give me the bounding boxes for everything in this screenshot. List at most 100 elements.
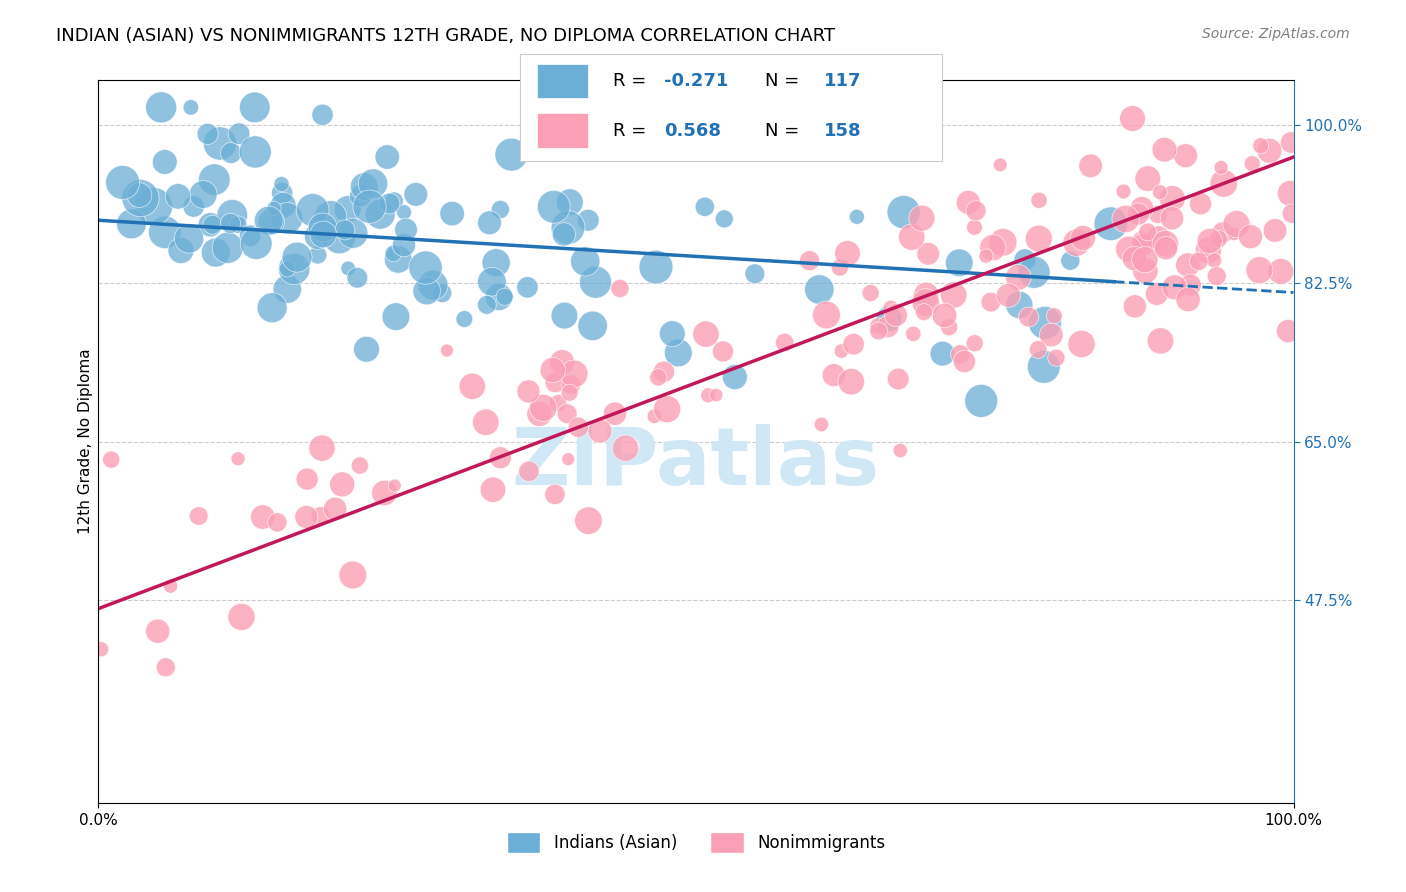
Point xyxy=(1028,194,1050,208)
Point xyxy=(453,312,475,326)
Point xyxy=(1258,144,1281,158)
Point xyxy=(270,177,292,191)
Point xyxy=(1130,234,1153,248)
Point xyxy=(1033,316,1056,330)
Point xyxy=(494,290,516,304)
Point xyxy=(704,388,727,402)
Point xyxy=(529,407,551,421)
Point xyxy=(219,145,242,160)
Point xyxy=(661,326,683,341)
Point xyxy=(555,407,578,421)
Point xyxy=(1279,186,1302,201)
Point xyxy=(911,211,934,226)
Point xyxy=(1161,192,1184,206)
Point xyxy=(1270,264,1292,278)
Point xyxy=(1071,231,1094,245)
Point xyxy=(997,288,1019,302)
Point xyxy=(489,202,512,217)
Point xyxy=(541,363,564,377)
Point xyxy=(1277,324,1299,338)
Point xyxy=(1070,337,1092,351)
Point xyxy=(991,235,1014,250)
Point xyxy=(949,347,972,361)
Point xyxy=(799,253,821,268)
Point xyxy=(887,372,910,386)
Point xyxy=(558,385,581,400)
Point xyxy=(245,236,267,251)
Point xyxy=(231,610,253,624)
Point xyxy=(1209,161,1232,175)
Point xyxy=(1279,136,1302,150)
Point xyxy=(576,213,599,227)
Point xyxy=(828,260,851,275)
Point xyxy=(544,376,567,390)
Point xyxy=(553,309,575,323)
Point xyxy=(697,388,720,402)
Point xyxy=(375,150,398,164)
Point xyxy=(266,516,288,530)
Point xyxy=(1007,270,1029,285)
Point xyxy=(938,320,960,334)
Point xyxy=(1154,241,1177,255)
Point xyxy=(436,343,458,358)
Point xyxy=(295,472,318,486)
Point xyxy=(262,301,284,315)
Point xyxy=(346,270,368,285)
Point xyxy=(208,136,231,151)
Point xyxy=(415,260,437,275)
Point xyxy=(1128,207,1150,221)
Point xyxy=(475,298,498,312)
Point xyxy=(488,290,510,304)
Point xyxy=(373,486,395,500)
Point xyxy=(100,452,122,467)
Point xyxy=(153,225,176,239)
Text: R =: R = xyxy=(613,72,652,90)
Point xyxy=(359,200,381,214)
Point xyxy=(965,203,987,218)
Point xyxy=(1239,229,1261,244)
Point xyxy=(1043,309,1066,323)
Point xyxy=(981,241,1004,255)
Point xyxy=(1180,277,1202,292)
Point xyxy=(1135,264,1157,278)
Point xyxy=(842,337,865,351)
Point xyxy=(553,227,575,242)
Point xyxy=(859,286,882,301)
Point xyxy=(1026,343,1049,357)
Point xyxy=(193,187,215,202)
Point xyxy=(1133,252,1156,267)
Point xyxy=(1121,112,1143,126)
Point xyxy=(652,365,675,379)
Point xyxy=(724,370,747,384)
Point xyxy=(342,227,364,241)
Point xyxy=(90,642,112,657)
Point xyxy=(695,327,717,342)
Point xyxy=(1194,244,1216,258)
Point xyxy=(868,324,890,338)
Point xyxy=(544,487,567,501)
Point xyxy=(252,510,274,524)
Point xyxy=(200,218,222,232)
Point xyxy=(170,244,193,258)
Point xyxy=(562,367,585,381)
Point xyxy=(395,222,418,236)
Point xyxy=(963,336,986,351)
Point xyxy=(1212,177,1234,191)
Point xyxy=(1123,299,1146,313)
Point xyxy=(333,223,356,237)
Point xyxy=(974,249,997,263)
Point xyxy=(1147,231,1170,245)
Point xyxy=(159,579,181,593)
Point xyxy=(368,207,391,221)
Point xyxy=(1281,206,1303,220)
Point xyxy=(917,246,939,260)
Point xyxy=(884,308,907,322)
Point xyxy=(1154,236,1177,251)
Point xyxy=(1136,225,1159,239)
Point xyxy=(361,177,384,191)
Point xyxy=(713,211,735,226)
Point xyxy=(405,187,427,202)
Point xyxy=(988,158,1011,172)
Point xyxy=(278,260,301,275)
Point xyxy=(219,216,242,230)
